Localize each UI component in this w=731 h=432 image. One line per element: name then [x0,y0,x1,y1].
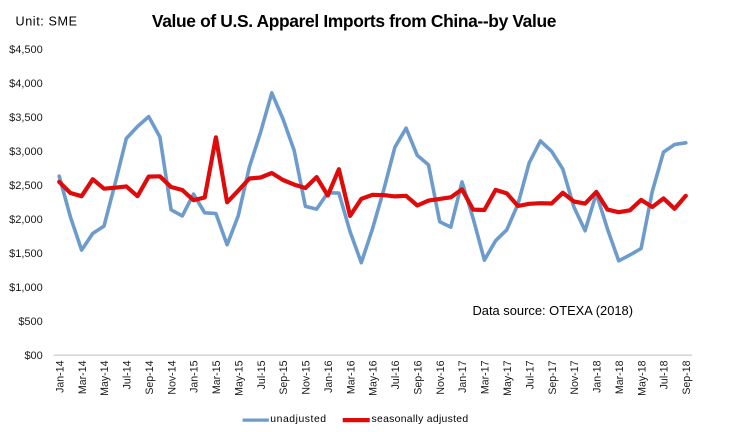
svg-text:seasonally adjusted: seasonally adjusted [372,414,469,425]
svg-text:$3,500: $3,500 [9,112,43,124]
svg-text:Nov-15: Nov-15 [301,360,313,394]
svg-text:Jul-17: Jul-17 [524,360,536,389]
svg-text:Jan-15: Jan-15 [189,360,201,392]
svg-text:Sep-15: Sep-15 [278,360,290,394]
svg-text:Sep-17: Sep-17 [547,360,559,394]
svg-text:Mar-16: Mar-16 [345,360,357,394]
svg-text:Jan-14: Jan-14 [54,360,66,392]
svg-text:Jan-18: Jan-18 [592,360,604,392]
svg-text:Jan-16: Jan-16 [323,360,335,392]
svg-text:$500: $500 [18,316,42,328]
svg-text:$2,000: $2,000 [9,214,43,226]
svg-text:May-16: May-16 [368,360,380,395]
svg-text:Jul-15: Jul-15 [256,360,268,389]
svg-text:$1,500: $1,500 [9,248,43,260]
svg-text:$4,000: $4,000 [9,78,43,90]
svg-text:Jan-17: Jan-17 [457,360,469,392]
svg-text:Data source: OTEXA (2018): Data source: OTEXA (2018) [473,303,634,318]
svg-text:Unit: SME: Unit: SME [16,14,78,28]
svg-text:Jul-14: Jul-14 [122,360,134,389]
svg-text:Sep-14: Sep-14 [144,360,156,394]
svg-text:Value of U.S. Apparel Imports: Value of U.S. Apparel Imports from China… [152,11,557,31]
svg-text:Nov-17: Nov-17 [569,360,581,394]
svg-text:Sep-16: Sep-16 [413,360,425,394]
svg-text:May-17: May-17 [502,360,514,395]
svg-text:$00: $00 [24,350,42,362]
svg-text:$1,000: $1,000 [9,282,43,294]
svg-text:Mar-14: Mar-14 [77,360,89,394]
svg-text:May-14: May-14 [99,360,111,395]
svg-text:Mar-15: Mar-15 [211,360,223,394]
svg-text:$3,000: $3,000 [9,146,43,158]
svg-text:May-18: May-18 [636,360,648,395]
svg-text:May-15: May-15 [233,360,245,395]
svg-text:$4,500: $4,500 [9,44,43,56]
svg-text:Sep-18: Sep-18 [681,360,693,394]
svg-text:Jul-16: Jul-16 [390,360,402,389]
svg-text:Mar-18: Mar-18 [614,360,626,394]
svg-text:$2,500: $2,500 [9,180,43,192]
svg-text:Jul-18: Jul-18 [659,360,671,389]
svg-text:unadjusted: unadjusted [270,414,326,425]
svg-text:Nov-14: Nov-14 [166,360,178,394]
svg-text:Nov-16: Nov-16 [435,360,447,394]
svg-text:Mar-17: Mar-17 [480,360,492,394]
